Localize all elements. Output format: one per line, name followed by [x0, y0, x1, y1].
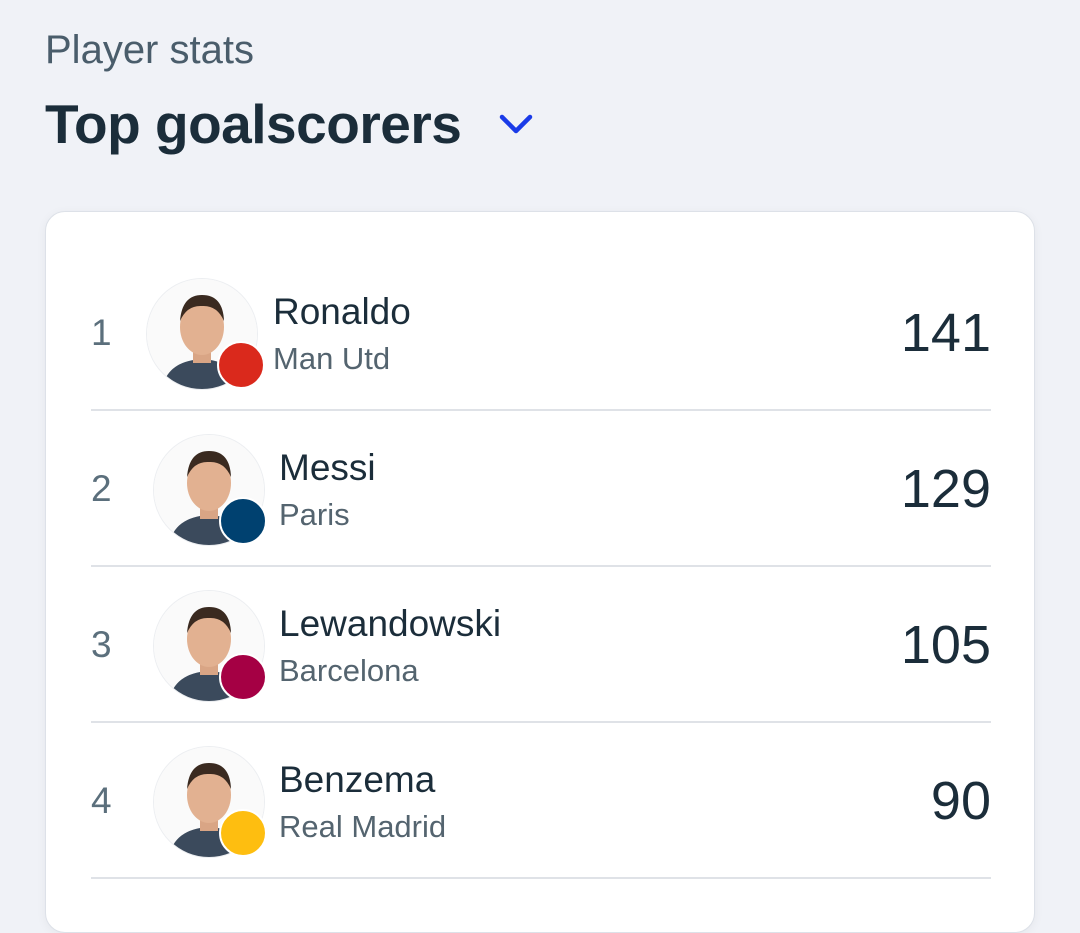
player-rank: 2	[91, 468, 112, 509]
player-row[interactable]: 1 Ronaldo Man Utd 141	[91, 255, 991, 411]
player-goals: 129	[900, 459, 991, 519]
player-name: Benzema	[279, 759, 436, 800]
player-club: Barcelona	[279, 653, 419, 688]
club-badge-icon	[217, 341, 265, 389]
row-divider	[91, 877, 991, 879]
player-club: Man Utd	[273, 341, 391, 376]
player-row[interactable]: 2 Messi Paris 129	[91, 411, 991, 567]
player-row[interactable]: 4 Benzema Real Madrid 90	[91, 723, 991, 879]
player-name: Ronaldo	[273, 291, 411, 332]
page-title: Top goalscorers	[45, 93, 462, 155]
player-goals: 141	[900, 303, 991, 363]
player-avatar	[146, 278, 258, 390]
row-divider	[91, 721, 991, 723]
club-badge-icon	[219, 497, 267, 545]
club-badge-icon	[219, 809, 267, 857]
player-rank: 1	[91, 312, 112, 353]
chevron-down-icon[interactable]	[499, 113, 533, 135]
player-rank: 3	[91, 624, 112, 665]
goalscorers-list: 1 Ronaldo Man Utd 141 2	[45, 211, 1035, 933]
player-goals: 90	[930, 771, 991, 831]
player-name: Messi	[279, 447, 376, 488]
club-badge-icon	[219, 653, 267, 701]
player-rank: 4	[91, 780, 112, 821]
player-club: Real Madrid	[279, 809, 447, 844]
player-club: Paris	[279, 497, 350, 532]
player-name: Lewandowski	[279, 603, 502, 644]
player-goals: 105	[900, 615, 991, 675]
row-divider	[91, 409, 991, 411]
stat-selector-dropdown[interactable]: Top goalscorers	[45, 92, 533, 156]
player-avatar	[153, 746, 265, 858]
page-subtitle: Player stats	[45, 28, 254, 72]
row-divider	[91, 565, 991, 567]
player-row[interactable]: 3 Lewandowski Barcelona 105	[91, 567, 991, 723]
